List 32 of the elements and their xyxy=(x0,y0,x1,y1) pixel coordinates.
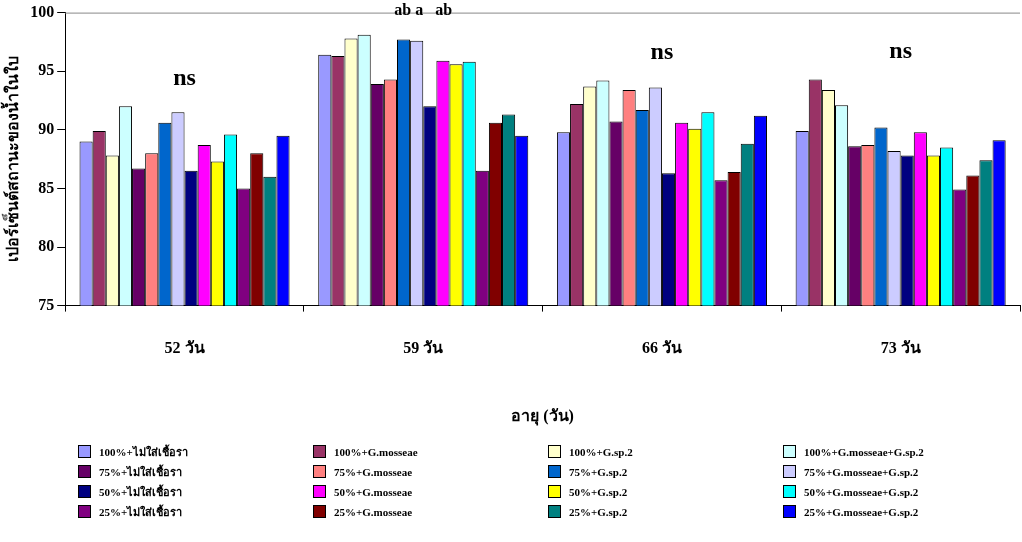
x-tick-label: 59 วัน xyxy=(403,339,444,357)
y-tick-label: 90 xyxy=(38,119,55,137)
legend-label: 50%+G.sp.2 xyxy=(569,485,628,498)
y-tick-label: 75 xyxy=(38,295,55,313)
legend-label: 50%+G.mosseae+G.sp.2 xyxy=(804,485,919,498)
legend-label: 75%+G.mosseae xyxy=(334,465,413,478)
x-tick-label: 52 วัน xyxy=(164,339,205,357)
y-tick-label: 85 xyxy=(38,178,55,196)
legend-label: 75%+ไม่ใส่เชื้อรา xyxy=(99,463,183,480)
annotation: ab a ab xyxy=(394,0,453,18)
legend-label: 25%+G.mosseae xyxy=(334,505,413,518)
legend-label: 25%+G.sp.2 xyxy=(569,505,628,518)
legend-label: 75%+G.mosseae+G.sp.2 xyxy=(804,465,919,478)
legend-label: 100%+G.mosseae+G.sp.2 xyxy=(804,445,924,458)
legend-label: 75%+G.sp.2 xyxy=(569,465,628,478)
legend-label: 100%+ไม่ใส่เชื้อรา xyxy=(99,443,188,460)
y-tick-label: 80 xyxy=(38,237,55,255)
legend-label: 100%+G.sp.2 xyxy=(569,445,633,458)
x-tick-label: 66 วัน xyxy=(641,339,682,357)
x-tick-label: 73 วัน xyxy=(880,339,921,357)
annotation: ns xyxy=(889,36,912,63)
y-axis-title: เปอร์เซ็นต์สถานะของน้ำในใบ xyxy=(0,56,21,263)
legend-label: 100%+G.mosseae xyxy=(334,445,418,458)
legend-label: 50%+ไม่ใส่เชื้อรา xyxy=(99,483,183,500)
y-tick-label: 95 xyxy=(38,61,55,79)
x-axis-title: อายุ (วัน) xyxy=(511,406,574,426)
annotation: ns xyxy=(173,63,196,90)
legend-label: 25%+ไม่ใส่เชื้อรา xyxy=(99,503,183,520)
legend-label: 50%+G.mosseae xyxy=(334,485,413,498)
annotation: ns xyxy=(650,37,674,64)
y-tick-label: 100 xyxy=(30,2,55,20)
legend-label: 25%+G.mosseae+G.sp.2 xyxy=(804,505,919,518)
